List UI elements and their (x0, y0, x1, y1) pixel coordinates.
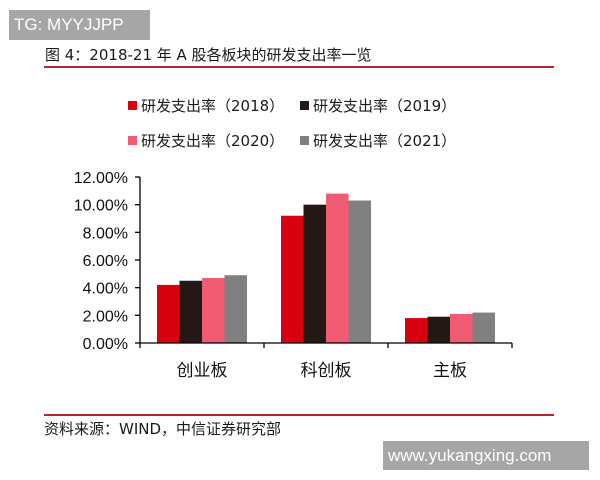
legend-label-2019: 研发支出率（2019） (313, 97, 457, 115)
source-note: 资料来源：WIND，中信证券研究部 (44, 420, 282, 438)
bar (303, 204, 326, 343)
legend-item-2019: 研发支出率（2019） (300, 95, 456, 117)
x-category-label: 创业板 (177, 361, 228, 380)
bar (179, 280, 202, 343)
x-axis: 创业板 科创板 主板 (139, 342, 513, 380)
legend-swatch-2019 (300, 101, 309, 110)
legend-swatch-2021 (300, 136, 309, 145)
y-tick-label: 12.00% (74, 170, 128, 187)
legend-swatch-2020 (128, 136, 137, 145)
y-axis: 0.00% 2.00% 4.00% 6.00% 8.00% 10.00% 12.00% (74, 170, 141, 353)
bar (450, 313, 473, 343)
y-tick-label: 4.00% (83, 281, 128, 298)
y-tick-label: 0.00% (83, 336, 128, 353)
watermark-bottom: www.yukangxing.com (383, 441, 589, 470)
bar (326, 193, 349, 343)
bar (281, 215, 304, 343)
bar (427, 316, 450, 343)
bar (202, 277, 225, 343)
bar (224, 275, 247, 343)
legend-item-2020: 研发支出率（2020） (128, 130, 284, 152)
title-divider (44, 66, 554, 68)
y-tick-label: 8.00% (83, 225, 128, 242)
legend-swatch-2018 (128, 101, 137, 110)
bar (472, 312, 495, 343)
legend-label-2021: 研发支出率（2021） (313, 132, 457, 150)
legend-label-2018: 研发支出率（2018） (141, 97, 285, 115)
bar-series (157, 193, 495, 343)
watermark-top: TG: MYYJJPP (9, 10, 150, 40)
figure-title: 图 4：2018-21 年 A 股各板块的研发支出率一览 (45, 46, 372, 64)
x-category-label: 主板 (433, 361, 467, 380)
y-tick-label: 10.00% (74, 198, 128, 215)
legend-item-2018: 研发支出率（2018） (128, 95, 284, 117)
y-tick-label: 2.00% (83, 308, 128, 325)
legend-label-2020: 研发支出率（2020） (141, 132, 285, 150)
y-tick-label: 6.00% (83, 253, 128, 270)
bar (405, 318, 428, 343)
source-divider (44, 414, 554, 416)
bar (157, 284, 180, 343)
bar (348, 200, 371, 343)
legend-item-2021: 研发支出率（2021） (300, 130, 456, 152)
x-category-label: 科创板 (301, 361, 352, 380)
